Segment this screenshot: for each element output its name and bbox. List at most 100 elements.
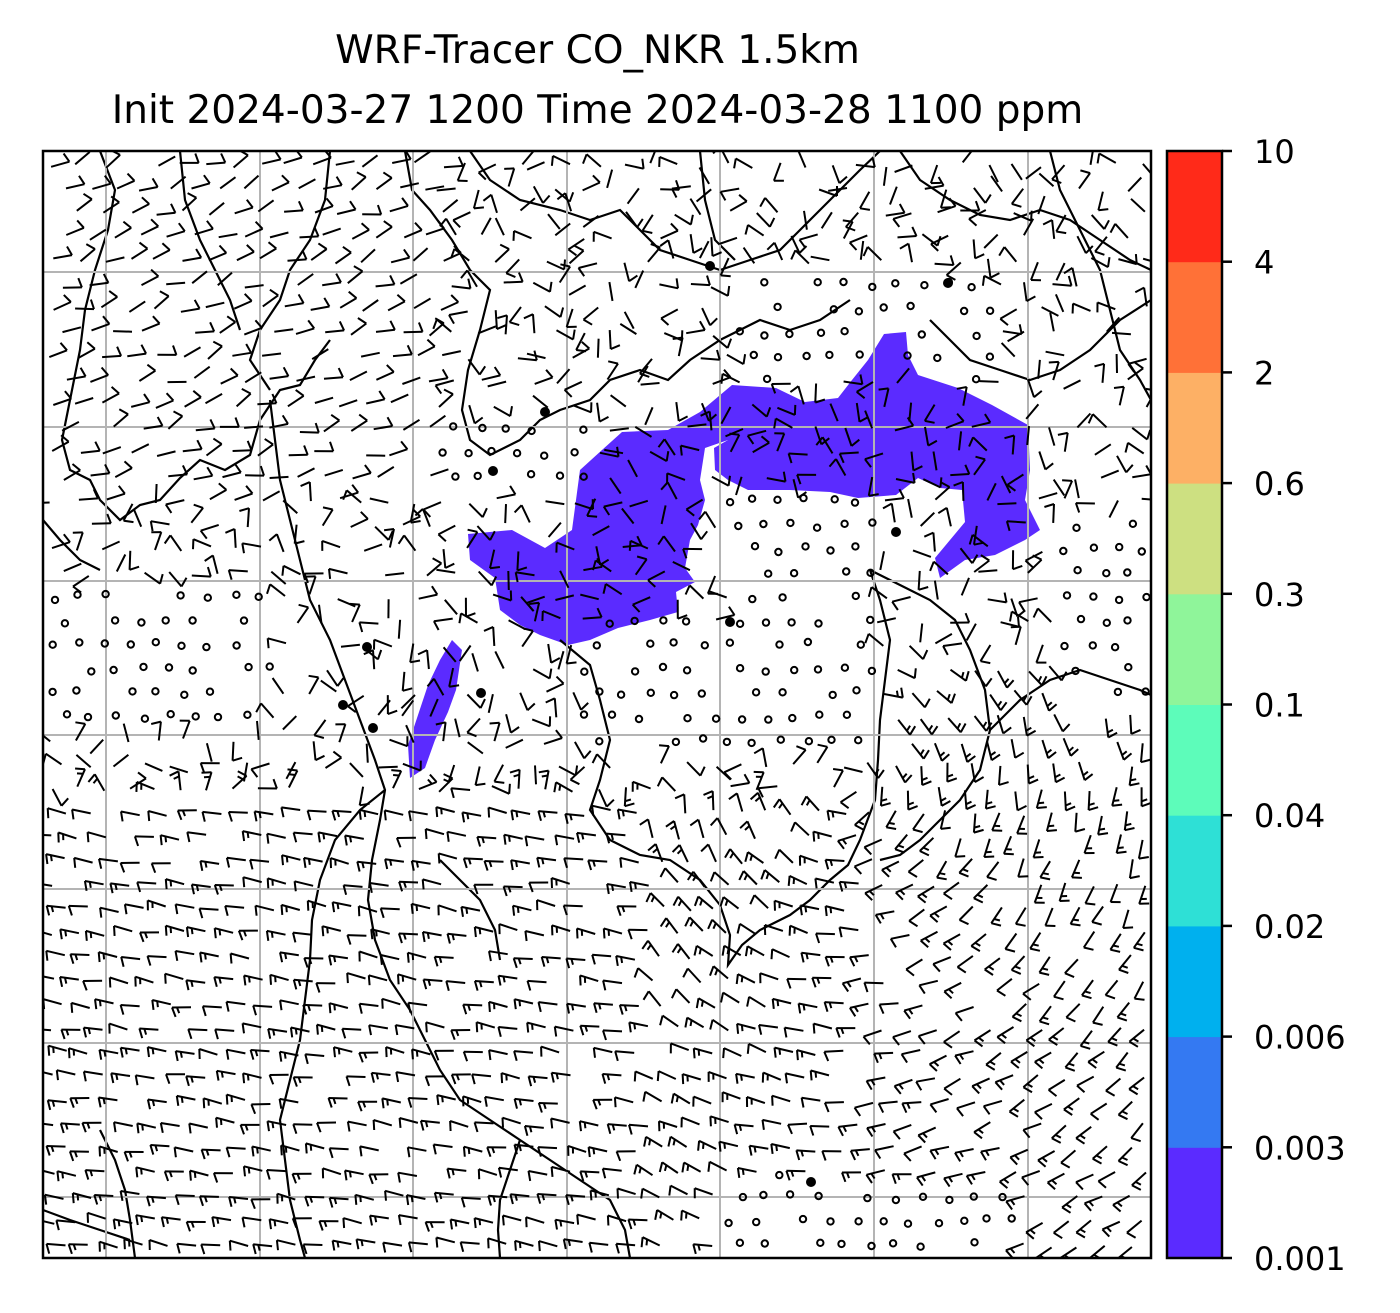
wind-barb xyxy=(331,809,352,821)
wind-barb xyxy=(389,440,409,457)
wind-barb xyxy=(131,443,150,454)
wind-barb xyxy=(1026,426,1030,446)
wind-barb xyxy=(682,547,703,559)
wind-barb xyxy=(397,973,417,985)
calm-wind-marker xyxy=(752,1217,761,1227)
calm-wind-marker xyxy=(1123,616,1132,625)
wind-barb xyxy=(409,643,421,664)
wind-barb xyxy=(234,485,254,501)
wind-barb xyxy=(200,1148,221,1160)
calm-wind-marker xyxy=(773,353,783,362)
calm-wind-marker xyxy=(202,642,211,652)
wind-barb xyxy=(538,769,550,790)
wind-barb xyxy=(770,948,790,960)
wind-barb xyxy=(327,1097,348,1108)
wind-barb xyxy=(1075,1126,1092,1145)
wind-barb xyxy=(753,747,768,768)
calm-wind-marker xyxy=(776,735,785,744)
wind-barb xyxy=(601,1167,622,1179)
wind-barb xyxy=(491,783,511,795)
wind-barb xyxy=(624,158,645,170)
wind-barb xyxy=(556,192,573,212)
wind-barb xyxy=(920,511,935,527)
calm-wind-marker xyxy=(725,498,735,507)
colorbar-segment xyxy=(1167,593,1222,705)
wind-barb xyxy=(547,213,561,230)
wind-barb xyxy=(146,1098,167,1110)
wind-barb xyxy=(907,859,924,878)
wind-barb xyxy=(45,949,66,961)
wind-barb xyxy=(425,185,445,191)
calm-wind-marker xyxy=(595,687,604,696)
calm-wind-marker xyxy=(683,714,692,723)
wind-barb xyxy=(1022,716,1037,737)
wind-barb xyxy=(378,765,398,769)
wind-barb xyxy=(384,858,405,870)
wind-barb xyxy=(773,1046,794,1058)
wind-barb xyxy=(440,294,460,311)
wind-barb xyxy=(373,638,393,650)
wind-barb xyxy=(494,310,507,331)
wind-barb xyxy=(315,982,336,993)
wind-barb xyxy=(894,416,915,432)
wind-barb xyxy=(828,187,848,192)
wind-barb xyxy=(1142,257,1151,262)
wind-barb xyxy=(728,792,744,812)
wind-barb xyxy=(709,1115,729,1127)
wind-barb xyxy=(983,233,999,249)
wind-barb xyxy=(885,203,906,217)
wind-barb xyxy=(513,1097,534,1109)
wind-barb xyxy=(756,212,776,228)
wind-barb xyxy=(80,441,101,454)
wind-barb xyxy=(722,1047,742,1059)
wind-barb xyxy=(1025,1029,1043,1048)
wind-barb xyxy=(417,649,430,670)
wind-barb xyxy=(996,714,1012,735)
wind-barb xyxy=(884,488,905,502)
calm-wind-marker xyxy=(137,618,146,627)
wind-barb xyxy=(199,762,220,773)
wind-barb xyxy=(892,1030,912,1046)
filled-marker xyxy=(943,278,953,288)
wind-barb xyxy=(433,1049,454,1061)
wind-barb xyxy=(198,1195,219,1207)
wind-barb xyxy=(287,389,305,408)
wind-barb xyxy=(400,182,420,189)
wind-barb xyxy=(487,806,507,818)
wind-barb xyxy=(649,450,670,462)
wind-barb xyxy=(936,690,956,704)
wind-barb xyxy=(744,945,765,957)
wind-barb xyxy=(1048,427,1056,446)
calm-wind-marker xyxy=(512,449,522,458)
wind-barb xyxy=(1132,931,1146,952)
calm-wind-marker xyxy=(774,547,783,557)
wind-barb xyxy=(310,242,328,261)
calm-wind-marker xyxy=(813,278,822,287)
wind-barb xyxy=(968,209,987,227)
wind-barb xyxy=(101,386,120,404)
wind-barb xyxy=(119,1190,140,1201)
wind-barb xyxy=(1090,257,1111,268)
wind-barb xyxy=(391,769,403,789)
wind-barb xyxy=(90,463,111,477)
wind-barb xyxy=(723,763,742,781)
calm-wind-marker xyxy=(75,638,84,647)
wind-barb xyxy=(47,1044,67,1056)
wind-barb xyxy=(338,399,358,408)
wind-barb xyxy=(606,169,614,189)
wind-barb xyxy=(591,804,611,816)
wind-barb xyxy=(616,808,637,820)
wind-barb xyxy=(292,931,313,943)
wind-barb xyxy=(797,151,807,168)
wind-barb xyxy=(1090,1102,1108,1121)
wind-barb xyxy=(625,211,644,228)
wind-barb xyxy=(623,787,635,808)
wind-barb xyxy=(933,742,950,762)
wind-barb xyxy=(136,1122,157,1134)
wind-barb xyxy=(252,1243,273,1255)
wind-barb xyxy=(1010,188,1025,208)
wind-barb xyxy=(399,273,418,285)
wind-barb xyxy=(231,770,248,790)
wind-barb xyxy=(602,979,623,991)
wind-barb xyxy=(217,271,233,286)
